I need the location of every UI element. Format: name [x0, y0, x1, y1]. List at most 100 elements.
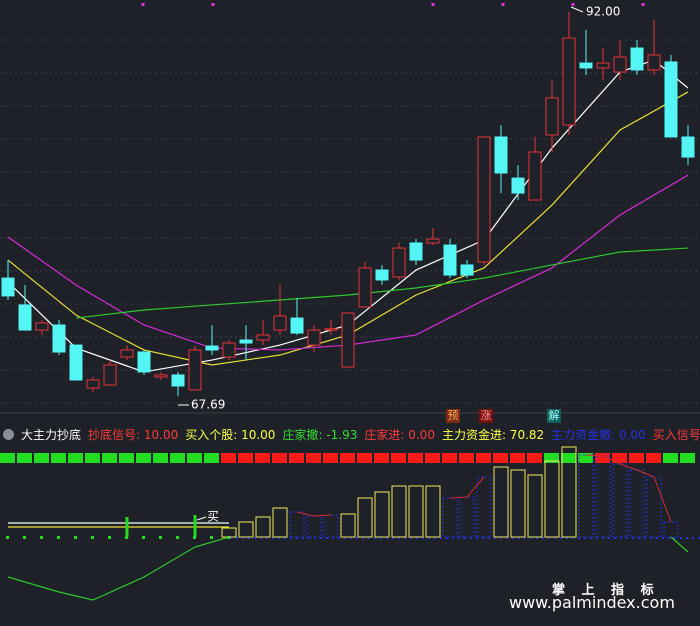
signal-cell: [476, 453, 491, 463]
base-dot: [680, 537, 682, 539]
base-dot: [40, 536, 43, 539]
base-dot: [614, 537, 616, 539]
base-dot: [91, 536, 94, 539]
signal-cell: [51, 453, 66, 463]
candle-body: [443, 244, 457, 276]
base-dot: [210, 536, 213, 539]
candle-body: [103, 364, 117, 386]
indicator-bar: [561, 446, 577, 538]
candle-body: [460, 264, 474, 276]
signal-cell: [255, 453, 270, 463]
candle-body: [477, 136, 491, 263]
candle-body: [579, 62, 593, 69]
base-dot: [108, 536, 111, 539]
signal-cell: [204, 453, 219, 463]
base-dot: [392, 537, 394, 539]
indicator-bar: [510, 469, 526, 538]
candle-body: [256, 334, 270, 341]
bar-link: [449, 496, 468, 499]
candle-body: [52, 324, 66, 353]
base-dot: [23, 536, 26, 539]
signal-spike: [193, 515, 197, 537]
candle-body: [205, 345, 219, 351]
base-dot: [374, 537, 376, 539]
signal-spike: [125, 517, 129, 537]
base-dot: [692, 537, 694, 539]
base-dot: [674, 537, 676, 539]
candle-body: [630, 47, 644, 71]
top-dot: [211, 3, 215, 6]
signal-cell: [170, 453, 185, 463]
base-dot: [554, 537, 556, 539]
signal-tag: 解: [547, 409, 561, 423]
signal-cell: [459, 453, 474, 463]
base-dot: [344, 537, 346, 539]
base-dot: [266, 537, 268, 539]
base-dot: [440, 537, 442, 539]
base-dot: [620, 537, 622, 539]
indicator-bar: [306, 515, 322, 538]
candle-body: [35, 322, 49, 331]
base-dot: [512, 537, 514, 539]
collapse-icon[interactable]: [3, 428, 14, 440]
base-dot: [608, 537, 610, 539]
base-dot: [530, 537, 532, 539]
base-dot: [476, 537, 478, 539]
base-dot: [308, 537, 310, 539]
signal-cell: [629, 453, 644, 463]
high-pointer: [570, 6, 584, 13]
signal-cell: [374, 453, 389, 463]
candle-body: [528, 151, 542, 201]
high-label: 92.00: [586, 5, 620, 19]
base-dot: [416, 537, 418, 539]
bar-link: [636, 469, 655, 478]
signal-cell: [68, 453, 83, 463]
indicator-bar: [391, 485, 407, 538]
signal-cell: [510, 453, 525, 463]
header-item: 庄家撤: -1.93: [282, 427, 358, 442]
header-item: 庄家进: 0.00: [364, 427, 435, 442]
base-dot: [488, 537, 490, 539]
candle-body: [1, 277, 15, 297]
candle-body: [681, 136, 695, 158]
base-dot: [290, 537, 292, 539]
signal-cell: [578, 453, 593, 463]
base-dot: [410, 537, 412, 539]
signal-cell: [612, 453, 627, 463]
signal-cell: [646, 453, 661, 463]
base-dot: [626, 537, 628, 539]
candle-body: [409, 242, 423, 261]
base-dot: [572, 537, 574, 539]
signal-cell: [289, 453, 304, 463]
candle-body: [137, 351, 151, 373]
indicator-bar: [459, 496, 475, 538]
top-dot: [431, 3, 435, 6]
candle-body: [426, 238, 440, 244]
candle-body: [171, 374, 185, 387]
base-dot: [248, 537, 250, 539]
candle-body: [120, 349, 134, 358]
header-item: 主力资金撤: 0.00: [551, 427, 646, 442]
base-dot: [74, 536, 77, 539]
indicator-bar: [544, 460, 560, 538]
signal-cell: [119, 453, 134, 463]
indicator-bar: [255, 516, 271, 538]
base-dot: [578, 537, 580, 539]
base-dot: [422, 537, 424, 539]
base-dot: [536, 537, 538, 539]
candle-body: [494, 136, 508, 174]
base-dot: [176, 536, 179, 539]
signal-cell: [425, 453, 440, 463]
candle-body: [375, 269, 389, 281]
candle-body: [647, 54, 661, 71]
base-dot: [548, 537, 550, 539]
signal-cell: [493, 453, 508, 463]
signal-cell: [408, 453, 423, 463]
signal-cell: [595, 453, 610, 463]
signal-cell: [136, 453, 151, 463]
signal-cell: [357, 453, 372, 463]
base-dot: [362, 537, 364, 539]
base-dot: [338, 537, 340, 539]
base-dot: [236, 537, 238, 539]
